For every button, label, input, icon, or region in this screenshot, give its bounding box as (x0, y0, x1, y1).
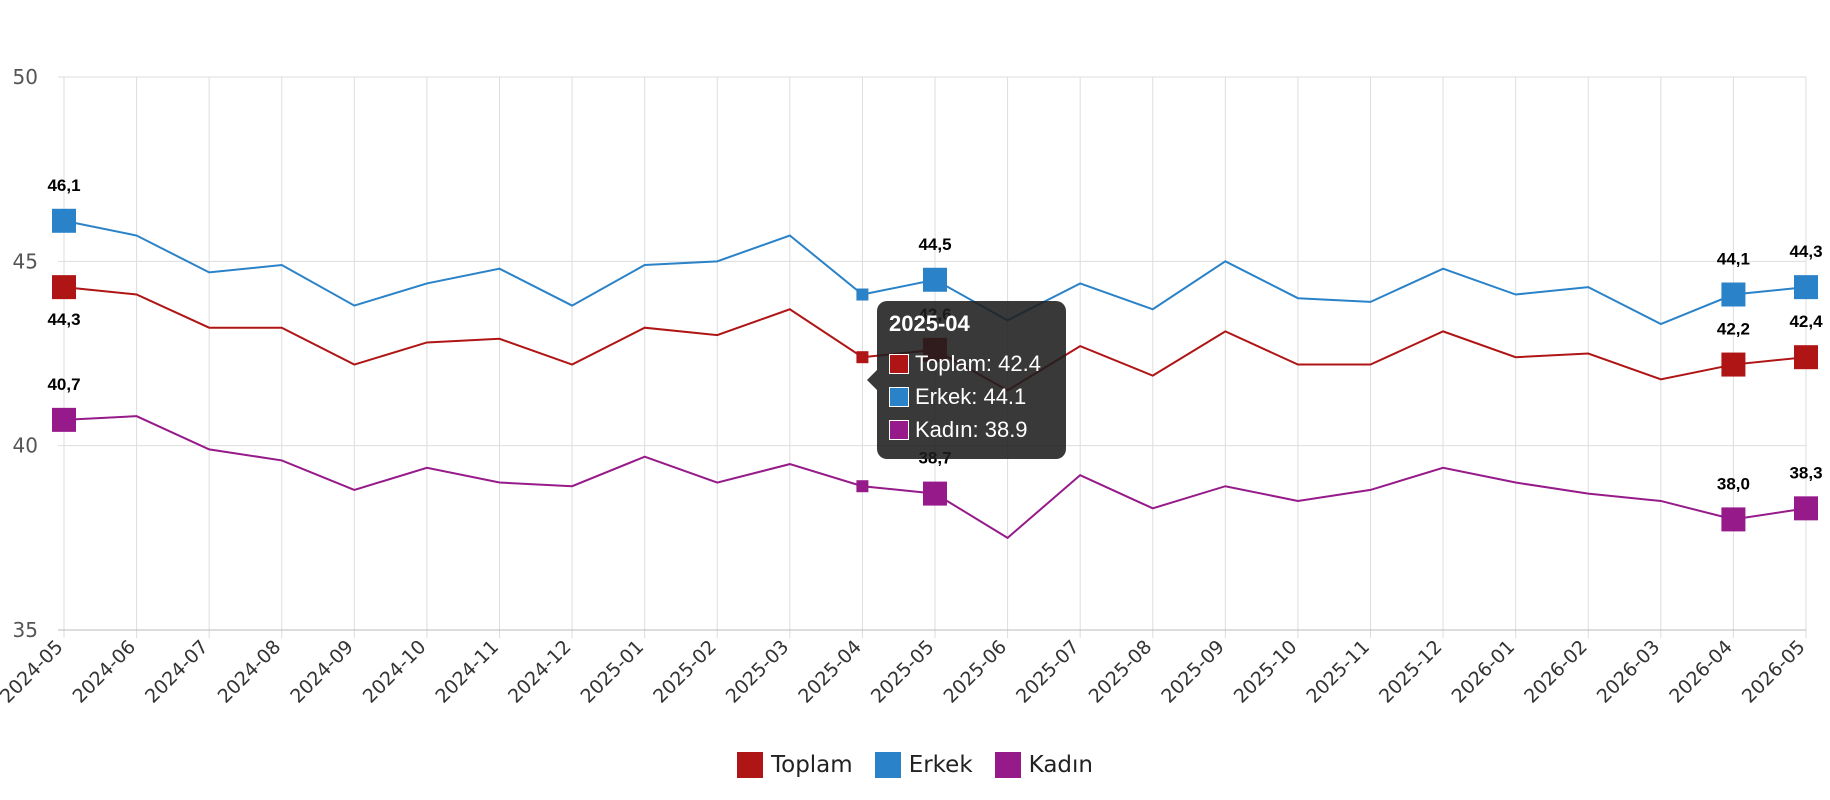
tooltip-row-toplam: Toplam: 42.4 (889, 347, 1054, 380)
data-label: 42,4 (1789, 312, 1823, 331)
x-tick-label: 2025-06 (939, 636, 1011, 708)
x-tick-label: 2024-09 (286, 636, 358, 708)
tooltip-label-kadin: Kadın: 38.9 (915, 416, 1028, 442)
x-tick-label: 2026-01 (1448, 636, 1520, 708)
legend-item-kadin[interactable]: Kadın (994, 752, 1093, 778)
data-label: 44,3 (47, 310, 80, 329)
x-tick-label: 2024-06 (68, 636, 140, 708)
data-point-marker (1794, 496, 1818, 521)
x-tick-label: 2025-08 (1085, 636, 1157, 708)
x-tick-label: 2024-10 (359, 636, 431, 708)
data-point-marker (1721, 507, 1746, 532)
y-tick-label: 35 (13, 618, 38, 642)
x-tick-label: 2025-01 (577, 636, 649, 708)
x-tick-label: 2025-02 (649, 636, 721, 708)
x-tick-label: 2024-11 (431, 636, 503, 708)
data-point-marker (1721, 282, 1746, 307)
y-tick-label: 50 (13, 65, 38, 89)
legend-label-toplam: Toplam (770, 752, 853, 778)
x-tick-label: 2025-11 (1302, 636, 1374, 708)
x-tick-label: 2025-10 (1230, 636, 1302, 708)
hover-point-marker (856, 351, 869, 364)
data-point-marker (1721, 352, 1746, 377)
tooltip-swatch-toplam (889, 353, 909, 374)
legend-label-kadin: Kadın (1028, 752, 1093, 778)
data-point-marker (1794, 275, 1818, 300)
data-label: 38,3 (1789, 463, 1822, 482)
data-label: 44,1 (1717, 250, 1750, 269)
x-tick-label: 2026-05 (1738, 636, 1810, 708)
data-label: 44,5 (918, 235, 951, 254)
legend-swatch-erkek (874, 752, 901, 778)
data-label: 44,3 (1789, 242, 1822, 261)
x-tick-label: 2026-02 (1520, 636, 1592, 708)
x-tick-label: 2025-07 (1012, 636, 1084, 708)
x-tick-label: 2025-12 (1375, 636, 1447, 708)
hover-point-marker (856, 480, 869, 493)
tooltip-swatch-kadin (889, 419, 909, 440)
tooltip-row-erkek: Erkek: 44.1 (889, 380, 1054, 413)
legend-swatch-toplam (736, 752, 763, 778)
x-tick-label: 2024-08 (214, 636, 286, 708)
y-tick-label: 45 (13, 249, 38, 273)
hover-tooltip: 2025-04 Toplam: 42.4 Erkek: 44.1 Kadın: … (867, 301, 1066, 459)
tooltip-swatch-erkek (889, 386, 909, 407)
y-tick-label: 40 (13, 434, 38, 458)
data-label: 42,2 (1717, 320, 1750, 339)
x-tick-label: 2024-07 (141, 636, 213, 708)
x-tick-label: 2026-04 (1665, 636, 1737, 708)
data-label: 38,0 (1717, 474, 1750, 493)
data-label: 40,7 (47, 375, 80, 394)
data-point-marker (923, 267, 947, 292)
legend-swatch-kadin (994, 752, 1021, 778)
x-tick-label: 2026-03 (1593, 636, 1665, 708)
x-tick-label: 2025-04 (794, 636, 866, 708)
hover-point-marker (856, 288, 869, 301)
x-tick-label: 2024-05 (0, 636, 68, 708)
x-tick-label: 2025-09 (1157, 636, 1229, 708)
legend-item-erkek[interactable]: Erkek (874, 752, 973, 778)
data-point-marker (52, 407, 76, 432)
tooltip-row-kadin: Kadın: 38.9 (889, 413, 1054, 446)
data-label: 46,1 (47, 176, 80, 195)
data-point-marker (52, 208, 76, 233)
chart-legend: Toplam Erkek Kadın (0, 752, 1830, 778)
x-tick-label: 2025-05 (867, 636, 939, 708)
tooltip-label-erkek: Erkek: 44.1 (915, 383, 1027, 409)
tooltip-title: 2025-04 (889, 311, 970, 336)
data-point-marker (923, 481, 947, 506)
data-point-marker (52, 275, 76, 300)
tooltip-label-toplam: Toplam: 42.4 (915, 350, 1041, 376)
legend-item-toplam[interactable]: Toplam (736, 752, 853, 778)
data-point-marker (1794, 345, 1818, 370)
x-tick-label: 2025-03 (722, 636, 794, 708)
x-tick-label: 2024-12 (504, 636, 576, 708)
legend-label-erkek: Erkek (908, 752, 973, 778)
